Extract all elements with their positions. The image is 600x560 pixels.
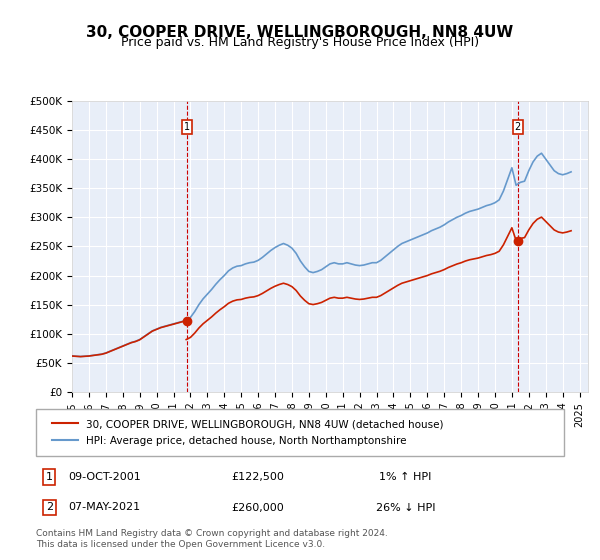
Text: 1: 1: [46, 472, 53, 482]
FancyBboxPatch shape: [36, 409, 564, 456]
Text: 09-OCT-2001: 09-OCT-2001: [68, 472, 141, 482]
Text: 30, COOPER DRIVE, WELLINGBOROUGH, NN8 4UW: 30, COOPER DRIVE, WELLINGBOROUGH, NN8 4U…: [86, 25, 514, 40]
Legend: 30, COOPER DRIVE, WELLINGBOROUGH, NN8 4UW (detached house), HPI: Average price, : 30, COOPER DRIVE, WELLINGBOROUGH, NN8 4U…: [46, 414, 449, 451]
Text: 26% ↓ HPI: 26% ↓ HPI: [376, 502, 436, 512]
Text: Price paid vs. HM Land Registry's House Price Index (HPI): Price paid vs. HM Land Registry's House …: [121, 36, 479, 49]
Text: 2: 2: [515, 122, 521, 132]
Text: Contains HM Land Registry data © Crown copyright and database right 2024.
This d: Contains HM Land Registry data © Crown c…: [36, 529, 388, 549]
Text: £122,500: £122,500: [232, 472, 284, 482]
Text: 1: 1: [184, 122, 190, 132]
Text: 07-MAY-2021: 07-MAY-2021: [68, 502, 141, 512]
Text: 1% ↑ HPI: 1% ↑ HPI: [379, 472, 432, 482]
Text: £260,000: £260,000: [232, 502, 284, 512]
Text: 2: 2: [46, 502, 53, 512]
